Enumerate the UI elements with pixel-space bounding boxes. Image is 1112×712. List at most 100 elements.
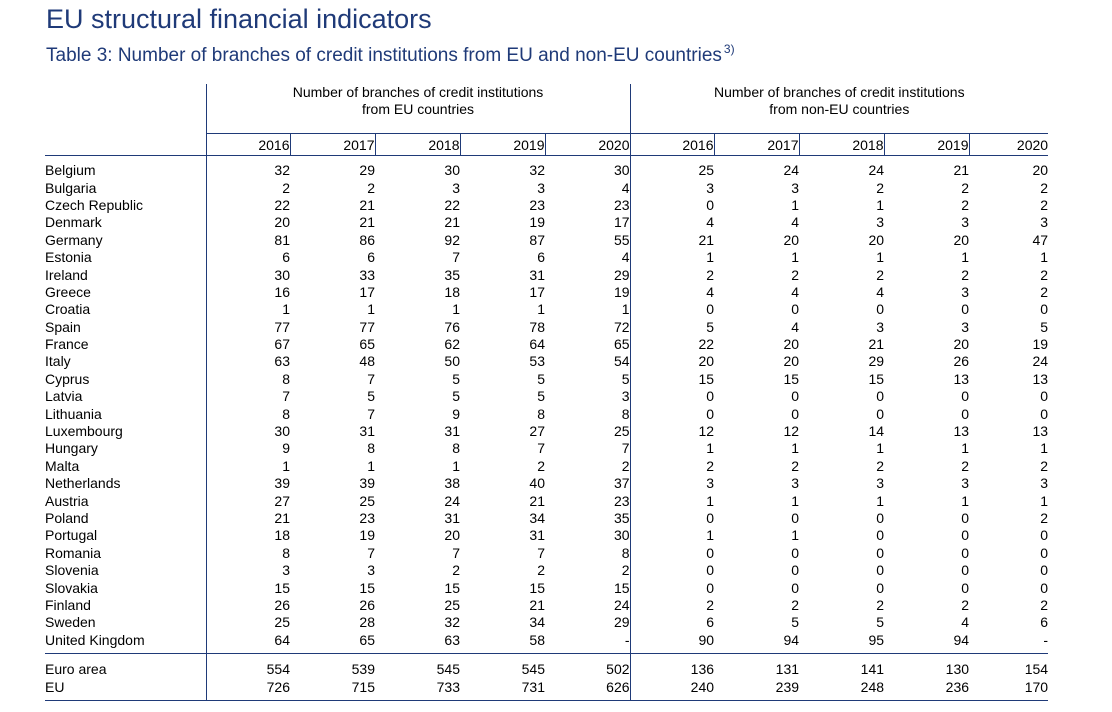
table-row: France 67 65 62 64 65 22 20 21 20 19 [45,335,1048,354]
row-label: Latvia [45,388,207,406]
table-cell: 26 [953,353,970,370]
table-cell: 21 [529,492,545,509]
table-cell: 2 [876,266,885,283]
table-cell: 1 [545,301,631,319]
table-cell: 0 [706,388,715,405]
table-cell: 1 [452,457,460,474]
table-cell: 236 [945,678,970,695]
table-cell: 1 [876,196,885,213]
group-header-eu: Number of branches of credit institution… [206,84,631,134]
table-cell: 7 [367,370,375,387]
row-label: Netherlands [45,475,207,493]
table-cell: 7 [545,440,631,458]
table-cell: 1 [1040,249,1049,266]
table-cell: 50 [444,353,460,370]
table-cell: 8 [282,405,290,422]
year-header-eu-4: 2020 [545,133,631,156]
table-row: Latvia 7 5 5 5 3 0 0 0 0 0 [45,388,1049,406]
table-cell: 15 [545,579,631,597]
table-cell: 30 [274,423,290,440]
table-cell: 0 [706,562,715,579]
table-cell: 239 [775,678,800,695]
row-label: Belgium [45,162,207,180]
table-cell: 4 [791,318,800,335]
table-cell: 3 [876,318,885,335]
table-cell: 24 [1032,353,1049,370]
table-cell: 54 [545,353,631,371]
table-cell: 31 [359,423,375,440]
table-cell: 86 [359,231,375,248]
table-cell: 0 [876,405,885,422]
table-cell: 8 [537,405,545,422]
table-cell: 94 [783,631,800,648]
table-cell: 2 [876,596,885,613]
group-header-non-eu: Number of branches of credit institution… [630,84,1048,134]
row-label: Hungary [45,440,207,458]
table-cell: 26 [359,596,375,613]
table-cell: 5 [452,388,460,405]
table-cell: 64 [529,336,545,353]
table-cell: 0 [791,405,800,422]
spacer-row [45,653,1048,661]
table-caption: Table 3: Number of branches of credit in… [46,42,735,67]
table-cell: 87 [529,231,545,248]
table-cell: 1 [791,249,800,266]
table-cell: 20 [274,214,290,231]
table-cell: 17 [545,214,631,232]
table-cell: 13 [1032,370,1049,387]
year-header-eu-1: 2017 [290,133,376,156]
table-cell: 3 [876,475,885,492]
table-cell: 240 [690,678,715,695]
table-cell: 30 [274,266,290,283]
row-label: United Kingdom [45,631,207,649]
table-cell: 5 [537,388,545,405]
table-cell: 1 [706,527,715,544]
row-label: Slovakia [45,579,207,597]
year-header-non-eu-7: 2018 [799,133,885,156]
table-cell: 15 [783,370,800,387]
table-row: Germany 81 86 92 87 55 21 20 20 20 47 [45,231,1048,249]
table-cell: 32 [444,614,460,631]
table-cell: 63 [444,631,460,648]
table-cell: - [1043,631,1049,648]
table-cell: 2 [706,457,715,474]
table-cell: 92 [444,231,460,248]
table-cell: 15 [868,370,885,387]
table-cell: 1 [1040,440,1049,457]
table-row: Poland 21 23 31 34 35 0 0 0 0 2 [45,509,1048,528]
table-cell: 626 [545,678,631,696]
table-cell: 3 [537,179,545,196]
table-cell: 65 [359,336,375,353]
year-header-non-eu-6: 2017 [714,133,800,156]
table-cell: 0 [961,388,970,405]
table-cell: 1 [282,457,290,474]
table-cell: 27 [529,423,545,440]
table-cell: 0 [1040,388,1049,405]
row-label: Sweden [45,614,207,632]
table-cell: 23 [359,510,375,526]
group-header-eu-line2: from EU countries [361,101,475,117]
table-cell: 29 [545,266,631,284]
table-cell: 2 [367,179,375,196]
table-cell: 2 [961,266,970,283]
table-cell: 65 [545,335,631,354]
table-row: Spain 77 77 76 78 72 5 4 3 3 5 [45,318,1048,336]
table-cell: 30 [545,162,631,180]
table-cell: 2 [961,196,970,213]
table-cell: 0 [1040,301,1049,318]
table-cell: 2 [791,266,800,283]
table-cell: 90 [698,631,715,648]
table-cell: 7 [452,249,460,266]
table-cell: 715 [351,678,375,695]
table-cell: 40 [529,475,545,492]
table-cell: 154 [1024,661,1049,678]
group-header-row: Number of branches of credit institution… [45,84,1048,134]
year-header-non-eu-5: 2016 [630,133,715,156]
table-cell: 0 [961,510,970,526]
table-cell: 0 [1040,544,1049,561]
table-cell: 2 [876,457,885,474]
table-cell: 25 [444,596,460,613]
table-cell: 1 [367,457,375,474]
year-header-non-eu-8: 2019 [884,133,970,156]
table-row: Sweden 25 28 32 34 29 6 5 5 4 6 [45,614,1048,632]
